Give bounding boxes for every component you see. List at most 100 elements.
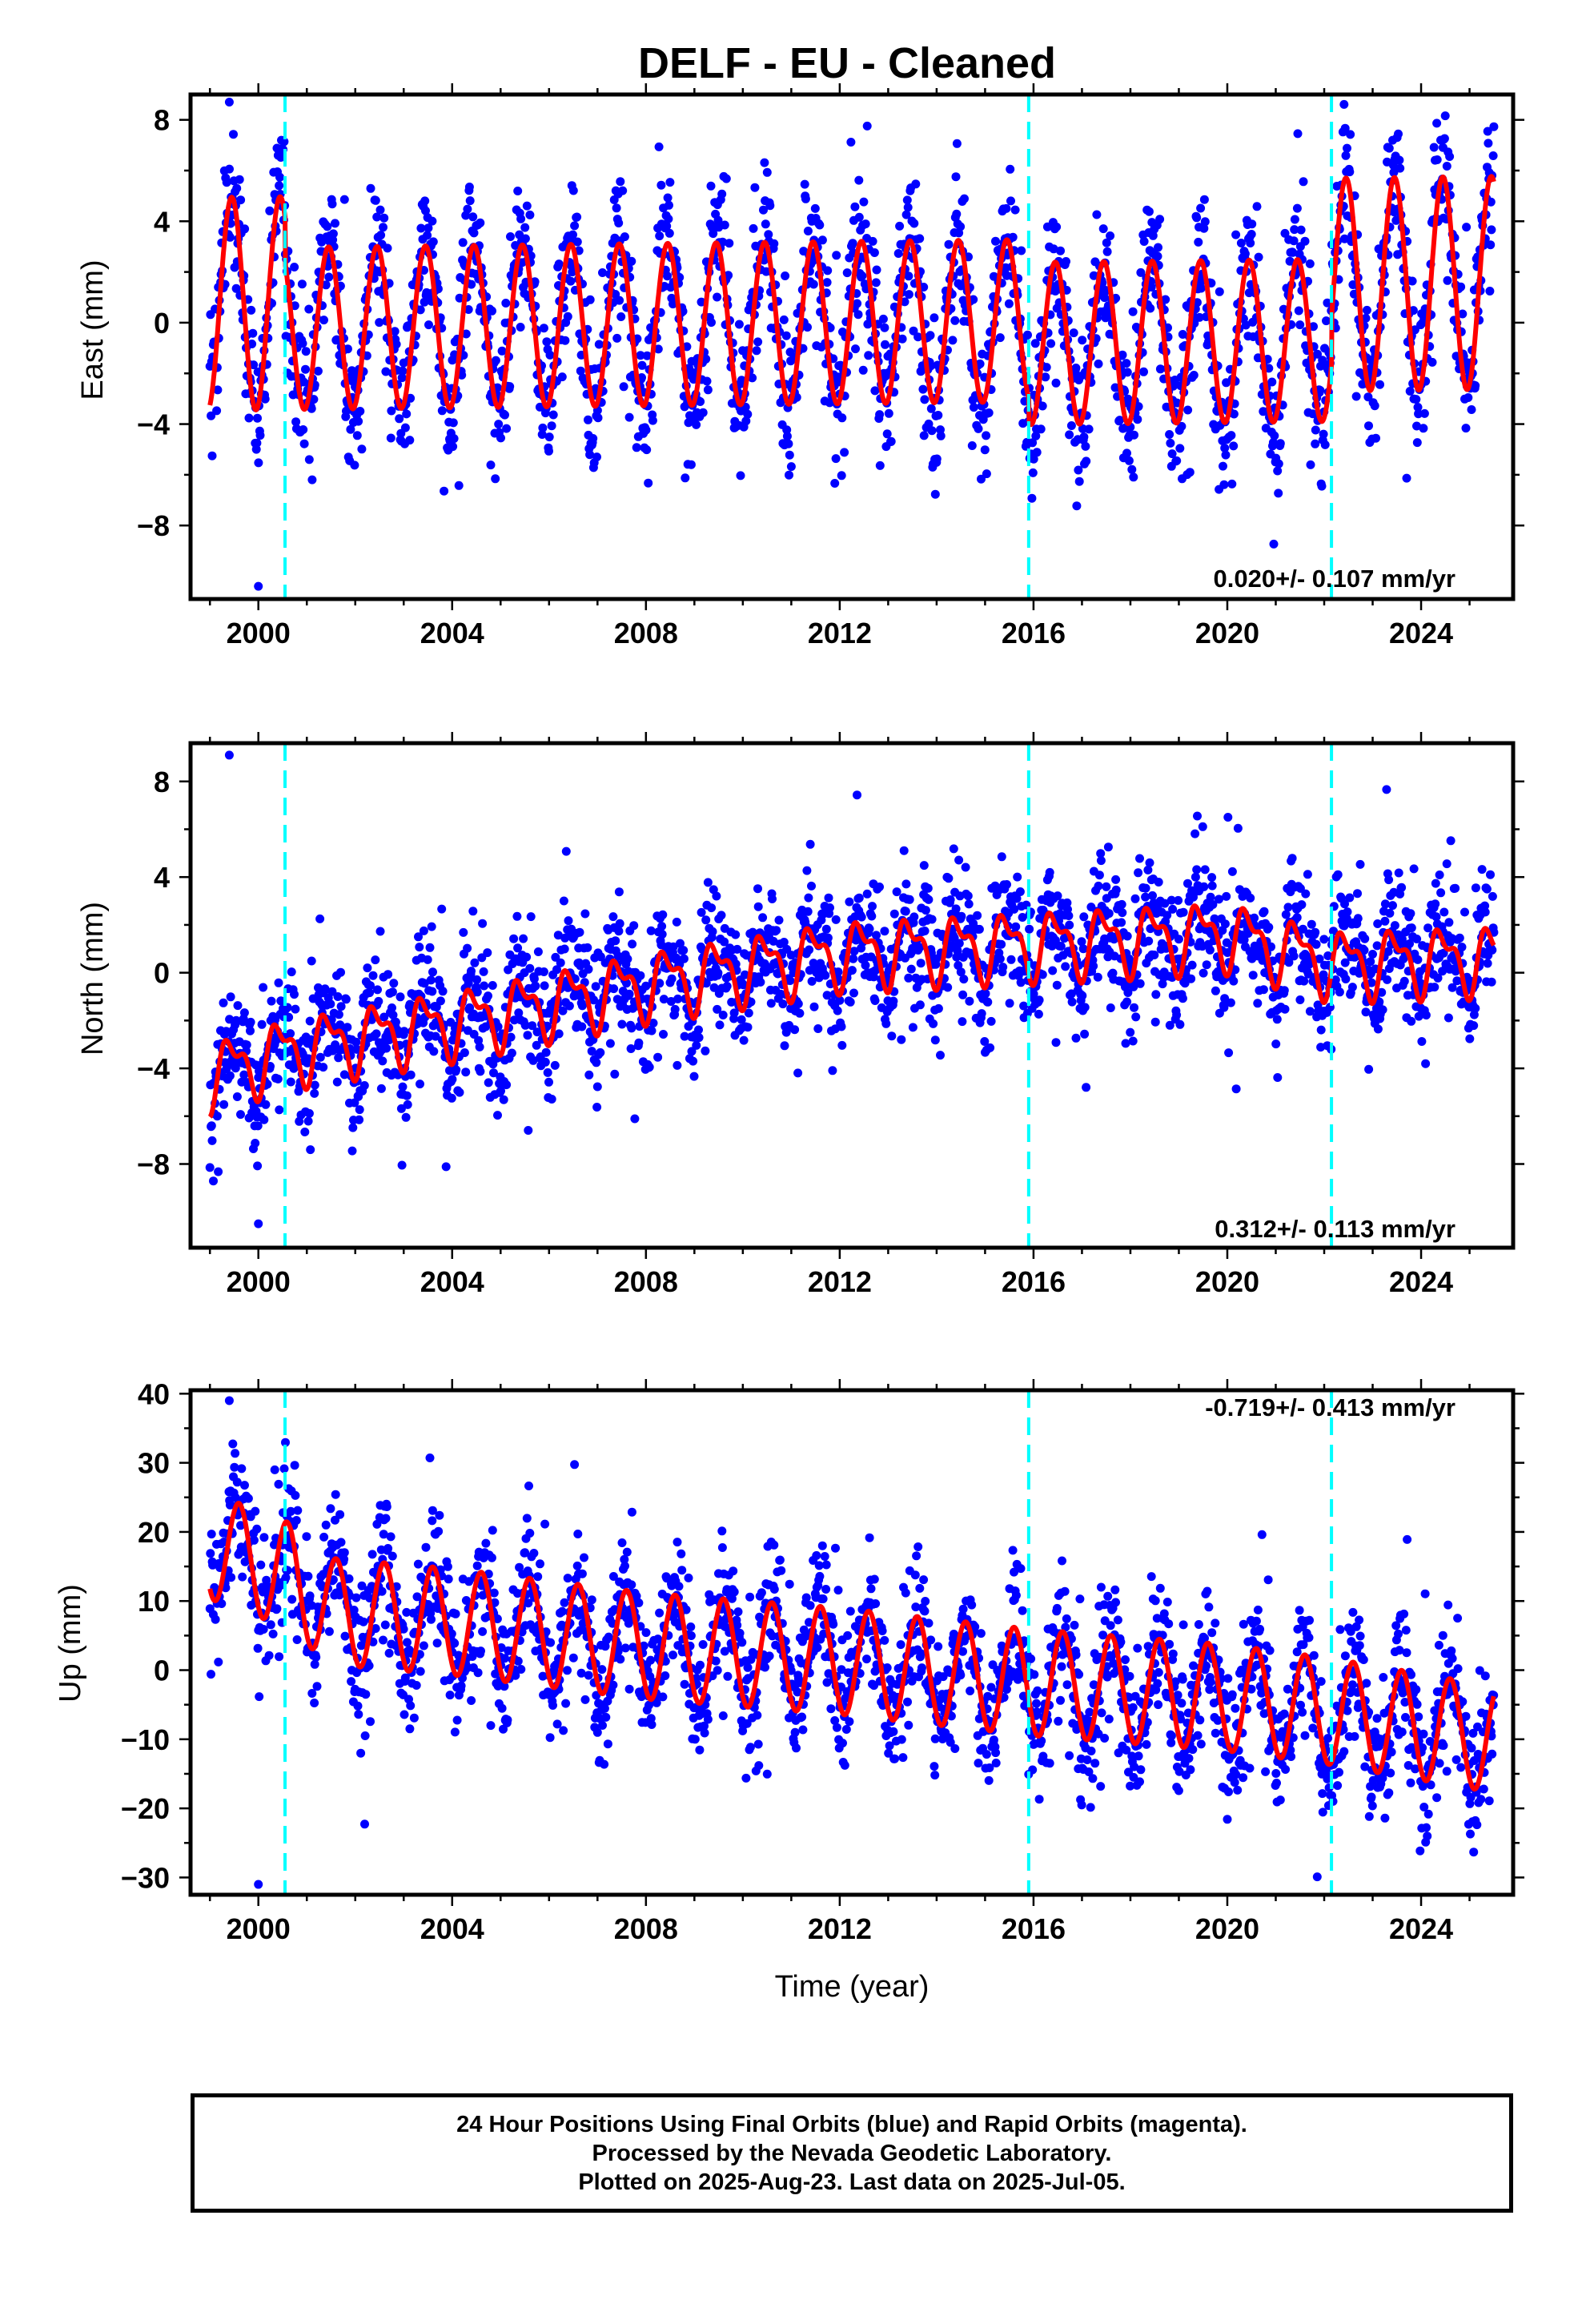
data-point [1223, 813, 1233, 822]
data-point [623, 955, 632, 963]
data-point [207, 1670, 215, 1679]
data-point [875, 410, 885, 420]
data-point [713, 968, 723, 978]
data-point [255, 431, 265, 440]
data-point [397, 373, 407, 383]
data-point [1361, 313, 1371, 323]
data-point [1364, 421, 1373, 431]
data-point [1189, 371, 1199, 380]
data-point [1288, 247, 1298, 257]
data-point [454, 480, 464, 490]
data-point [901, 210, 911, 219]
data-point [553, 931, 563, 940]
data-point [881, 340, 889, 349]
y-tick-label: 0 [154, 957, 170, 990]
data-point [926, 331, 935, 340]
data-point [803, 323, 812, 332]
data-point [936, 431, 946, 440]
data-point [1124, 456, 1134, 465]
data-point [821, 924, 831, 934]
data-point [538, 423, 548, 432]
data-point [1397, 883, 1407, 892]
data-point [1017, 246, 1026, 255]
data-point [1196, 283, 1206, 293]
data-point [1082, 456, 1091, 466]
data-point [1148, 231, 1158, 240]
data-point [1413, 955, 1423, 964]
data-point [291, 1004, 300, 1014]
data-point [793, 999, 803, 1008]
data-point [591, 982, 600, 991]
data-point [405, 436, 415, 445]
data-point [231, 1015, 241, 1025]
north-plot-area [205, 743, 1499, 1248]
data-point [620, 232, 629, 242]
data-point [897, 334, 907, 344]
data-point [679, 946, 689, 955]
data-point [919, 283, 929, 292]
data-point [1413, 403, 1423, 412]
data-point [290, 1461, 299, 1470]
data-point [371, 195, 380, 205]
data-point [401, 1112, 411, 1122]
data-point [229, 130, 238, 139]
data-point [469, 1030, 479, 1039]
data-point [1485, 287, 1495, 296]
data-point [1411, 395, 1421, 404]
data-point [1417, 1037, 1427, 1046]
data-point [837, 1040, 847, 1050]
data-point [689, 1072, 699, 1081]
data-point [320, 984, 330, 994]
data-point [383, 243, 392, 253]
data-point [1395, 163, 1405, 173]
data-point [961, 862, 970, 872]
data-point [577, 1001, 587, 1011]
data-point [743, 1023, 753, 1032]
data-point [1220, 444, 1230, 452]
data-point [375, 927, 385, 936]
data-point [1421, 1059, 1431, 1068]
data-point [275, 1652, 284, 1662]
data-point [247, 305, 256, 315]
data-point [1103, 842, 1113, 852]
data-point [712, 891, 721, 901]
data-point [373, 985, 382, 995]
data-point [207, 411, 216, 420]
data-point [379, 223, 387, 232]
data-point [722, 982, 732, 991]
data-point [1272, 1015, 1282, 1024]
data-point [725, 239, 734, 248]
data-point [1252, 202, 1262, 211]
data-point [355, 1115, 364, 1124]
data-point [701, 1046, 710, 1055]
data-point [1145, 858, 1154, 867]
data-point [1412, 421, 1421, 431]
data-point [211, 1614, 220, 1624]
data-point [1229, 976, 1239, 986]
data-point [1071, 364, 1081, 372]
data-point [339, 1070, 349, 1080]
data-point [1052, 980, 1062, 990]
data-point-extreme [224, 97, 234, 107]
data-point [354, 416, 363, 426]
data-point [472, 987, 482, 997]
data-point [513, 943, 523, 953]
data-point [1311, 927, 1320, 937]
data-point-extreme [254, 581, 263, 591]
data-point [892, 887, 901, 897]
data-point [703, 385, 713, 395]
data-point [1419, 424, 1428, 433]
data-point [1320, 440, 1330, 449]
data-point [1028, 468, 1038, 477]
data-point [343, 1023, 352, 1032]
data-point [617, 1019, 627, 1029]
data-point [367, 1015, 376, 1024]
data-point [554, 1029, 564, 1039]
data-point [862, 121, 872, 131]
data-point [246, 1017, 255, 1027]
data-point [359, 1081, 369, 1090]
data-point [428, 987, 437, 996]
data-point [909, 912, 919, 922]
data-point [1313, 349, 1322, 359]
data-point [1268, 438, 1278, 447]
